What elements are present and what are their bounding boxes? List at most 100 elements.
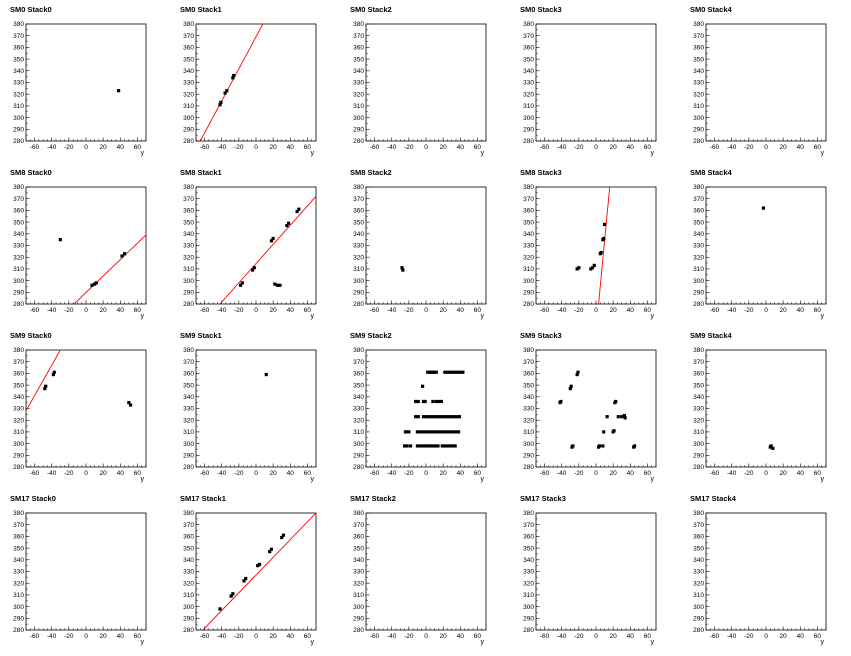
x-tick-label: 0 xyxy=(594,633,598,640)
x-axis-label: y xyxy=(311,313,315,320)
data-point xyxy=(223,91,227,95)
data-point xyxy=(297,207,301,211)
x-axis-label: y xyxy=(821,639,825,646)
x-tick-label: -20 xyxy=(234,144,244,151)
x-tick-label: 60 xyxy=(134,307,142,314)
y-tick-label: 340 xyxy=(693,231,704,238)
y-tick-label: 380 xyxy=(523,21,534,28)
panel: SM9 Stack0 -60 -40 -20 0 20 40 60 280 290 300 310 32… xyxy=(10,331,147,483)
data-point xyxy=(431,370,435,374)
y-tick-label: 330 xyxy=(353,569,364,576)
x-tick-label: 20 xyxy=(780,307,788,314)
y-tick-label: 380 xyxy=(13,21,24,28)
y-tick-label: 300 xyxy=(523,115,534,122)
y-tick-label: 310 xyxy=(523,103,534,110)
x-tick-label: -40 xyxy=(557,144,567,151)
data-point xyxy=(122,252,127,256)
x-tick-label: 20 xyxy=(100,144,108,151)
x-tick-label: 20 xyxy=(780,633,788,640)
panel: SM17 Stack2 -60 -40 -20 0 20 40 60 280 290 300 310 3… xyxy=(350,494,487,646)
y-tick-label: 290 xyxy=(183,453,194,460)
y-tick-label: 330 xyxy=(693,406,704,413)
data-point xyxy=(405,430,409,434)
y-tick-label: 290 xyxy=(523,453,534,460)
y-tick-label: 350 xyxy=(13,56,24,63)
y-tick-label: 320 xyxy=(183,580,194,587)
x-tick-label: 40 xyxy=(797,307,805,314)
y-tick-label: 360 xyxy=(693,534,704,541)
x-tick-label: 40 xyxy=(797,144,805,151)
fit-line xyxy=(26,350,61,412)
x-tick-label: 0 xyxy=(84,470,88,477)
y-tick-label: 330 xyxy=(13,406,24,413)
y-tick-label: 310 xyxy=(353,592,364,599)
y-tick-label: 310 xyxy=(693,266,704,273)
panel: SM17 Stack0 -60 -40 -20 0 20 40 60 280 290 300 310 3… xyxy=(10,494,147,646)
data-point xyxy=(281,533,286,537)
y-tick-label: 320 xyxy=(13,417,24,424)
y-tick-label: 380 xyxy=(693,510,704,517)
y-tick-label: 380 xyxy=(353,510,364,517)
data-point xyxy=(436,430,440,434)
x-tick-label: 60 xyxy=(474,307,482,314)
panel-title: SM0 Stack3 xyxy=(520,5,562,14)
data-point xyxy=(418,430,422,434)
x-tick-label: -40 xyxy=(217,470,227,477)
data-point xyxy=(421,415,426,419)
y-tick-label: 350 xyxy=(183,56,194,63)
y-tick-label: 370 xyxy=(183,359,194,366)
x-tick-label: -40 xyxy=(217,633,227,640)
x-tick-label: 40 xyxy=(797,633,805,640)
data-point xyxy=(420,430,425,434)
y-tick-label: 320 xyxy=(353,580,364,587)
data-point xyxy=(92,282,97,286)
x-tick-label: -60 xyxy=(200,633,210,640)
x-tick-label: -60 xyxy=(30,470,40,477)
data-point xyxy=(426,444,430,448)
y-tick-label: 280 xyxy=(523,627,534,634)
y-tick-label: 300 xyxy=(523,604,534,611)
panel-title: SM8 Stack2 xyxy=(350,168,392,177)
panel: SM9 Stack1 -60 -40 -20 0 20 40 60 280 290 300 310 32… xyxy=(180,331,317,483)
x-tick-label: 20 xyxy=(610,470,618,477)
y-tick-label: 300 xyxy=(353,441,364,448)
y-tick-label: 300 xyxy=(353,278,364,285)
y-tick-label: 280 xyxy=(693,138,704,145)
y-tick-label: 310 xyxy=(13,592,24,599)
panel: SM9 Stack3 -60 -40 -20 0 20 40 60 280 290 300 310 32… xyxy=(520,331,657,483)
data-point xyxy=(426,430,430,434)
y-tick-label: 320 xyxy=(183,91,194,98)
x-tick-label: -20 xyxy=(64,307,74,314)
y-tick-label: 310 xyxy=(693,103,704,110)
y-tick-label: 300 xyxy=(693,278,704,285)
x-tick-label: -40 xyxy=(217,307,227,314)
y-tick-label: 340 xyxy=(183,394,194,401)
data-point xyxy=(407,430,411,434)
x-tick-label: -60 xyxy=(30,633,40,640)
x-tick-label: 20 xyxy=(780,470,788,477)
x-tick-label: -60 xyxy=(540,470,550,477)
y-tick-label: 330 xyxy=(353,406,364,413)
y-tick-label: 380 xyxy=(523,347,534,354)
y-tick-label: 300 xyxy=(183,115,194,122)
y-tick-label: 380 xyxy=(523,184,534,191)
x-axis-label: y xyxy=(481,313,485,320)
panel-title: SM8 Stack4 xyxy=(690,168,733,177)
data-point xyxy=(576,370,580,374)
data-point xyxy=(458,370,462,374)
data-point xyxy=(94,281,98,285)
data-point xyxy=(447,415,451,419)
data-point xyxy=(242,579,246,583)
y-tick-label: 320 xyxy=(523,580,534,587)
plot-frame xyxy=(365,186,487,305)
data-point xyxy=(439,415,444,419)
x-tick-label: -40 xyxy=(557,307,567,314)
x-tick-label: -40 xyxy=(387,633,397,640)
panel-title: SM8 Stack1 xyxy=(180,168,222,177)
y-tick-label: 310 xyxy=(693,429,704,436)
x-tick-label: -60 xyxy=(540,144,550,151)
x-tick-label: -60 xyxy=(30,144,40,151)
x-tick-label: -20 xyxy=(64,470,74,477)
y-tick-label: 310 xyxy=(353,103,364,110)
x-tick-label: -60 xyxy=(370,144,380,151)
